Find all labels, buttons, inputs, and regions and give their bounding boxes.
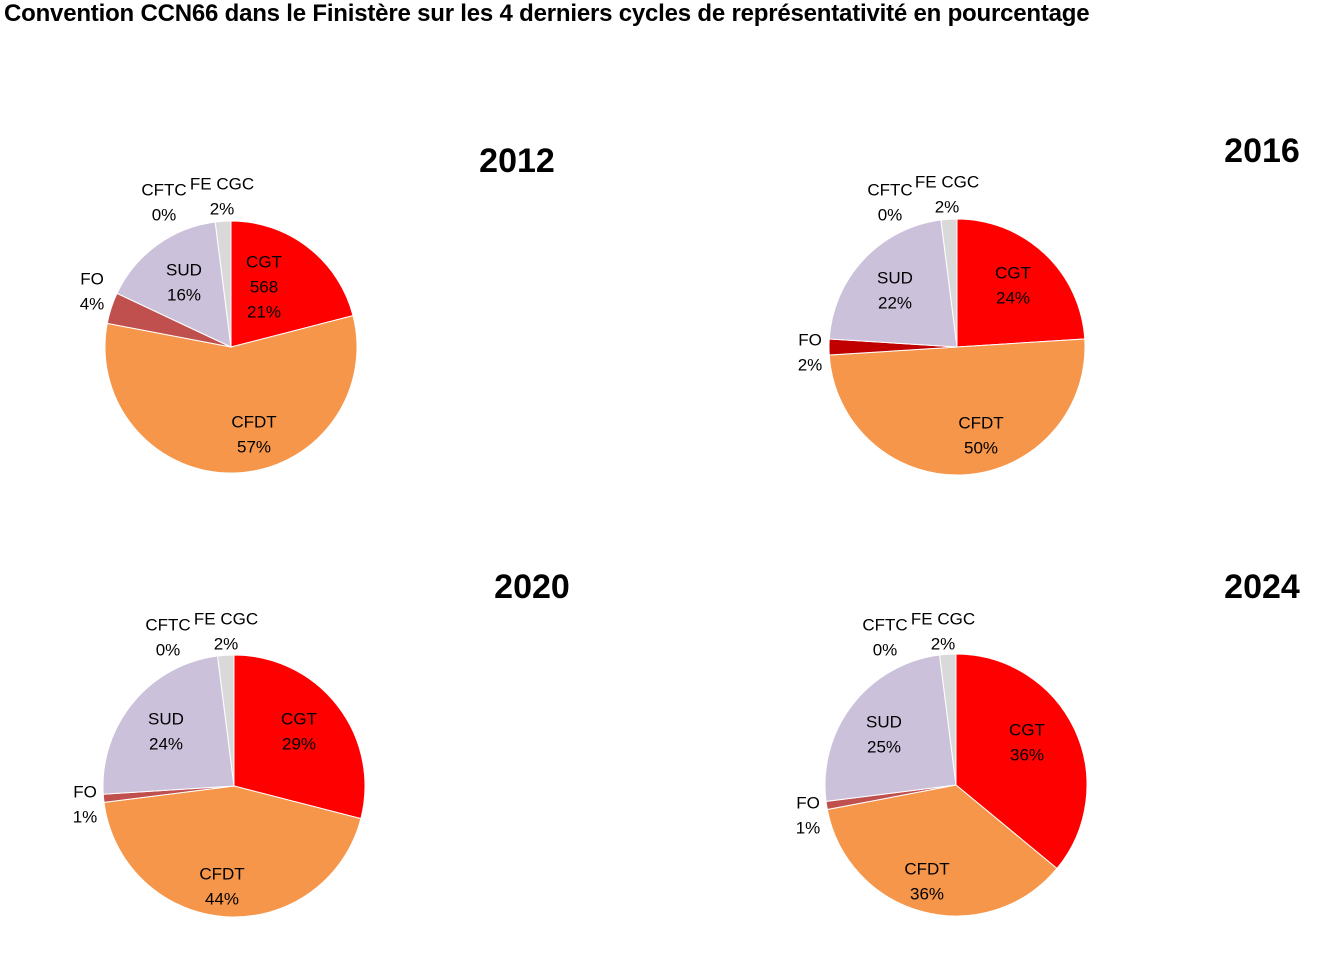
data-label-sud-2020: SUD: [148, 710, 184, 729]
slice-cfdt-2020: [103, 785, 362, 918]
slice-cfdt-2024: [826, 784, 1058, 917]
data-label-cftc-2020: 0%: [156, 641, 181, 660]
slice-cgt-2016: [956, 218, 1086, 348]
data-label-cgt-2016: CGT: [995, 264, 1031, 283]
data-label-cgt-2020: 29%: [282, 735, 316, 754]
slice-sud-2012: [116, 221, 232, 348]
data-label-cgt-2020: CGT: [281, 710, 317, 729]
data-label-cftc-2024: CFTC: [862, 616, 907, 635]
data-label-fo-2012: FO: [80, 270, 104, 289]
data-label-cfdt-2012: CFDT: [231, 413, 276, 432]
data-label-cftc-2016: 0%: [878, 206, 903, 225]
data-label-fo-2020: FO: [73, 783, 97, 802]
data-label-cftc-2024: 0%: [873, 641, 898, 660]
data-label-cftc-2016: CFTC: [867, 181, 912, 200]
slice-cfdt-2016: [828, 338, 1086, 476]
chart-title-2016: 2016: [1224, 132, 1300, 170]
data-label-cfdt-2016: CFDT: [958, 414, 1003, 433]
data-label-cfdt-2016: 50%: [964, 439, 998, 458]
slice-sud-2020: [102, 655, 235, 795]
data-label-sud-2016: 22%: [878, 294, 912, 313]
slice-sud-2016: [828, 219, 958, 348]
data-label-sud-2024: SUD: [866, 713, 902, 732]
chart-title-2020: 2020: [494, 568, 570, 606]
data-label-fe-cgc-2024: 2%: [931, 635, 956, 654]
data-label-fo-2016: FO: [798, 331, 822, 350]
pie-chart-2016: CGT 24% CFDT 50% FO 2% SUD 22% CFTC 0% FE CGC 2% 201…: [798, 132, 1300, 476]
page-title: Convention CCN66 dans le Finistère sur l…: [4, 0, 1090, 27]
slice-cfdt-2012: [104, 315, 358, 474]
data-label-cfdt-2020: 44%: [205, 890, 239, 909]
data-label-cftc-2012: CFTC: [141, 181, 186, 200]
chart-title-2012: 2012: [479, 142, 555, 180]
data-label-fo-2020: 1%: [73, 808, 98, 827]
slice-sud-2024: [824, 654, 957, 802]
data-label-fo-2012: 4%: [80, 295, 105, 314]
data-label-fe-cgc-2020: 2%: [214, 635, 239, 654]
data-label-cfdt-2020: CFDT: [199, 865, 244, 884]
data-label-cgt-2024: 36%: [1010, 746, 1044, 765]
slice-fe-cgc-2024: [939, 653, 957, 786]
data-label-sud-2024: 25%: [867, 738, 901, 757]
data-label-cfdt-2024: 36%: [910, 885, 944, 904]
data-label-fe-cgc-2024: FE CGC: [911, 610, 975, 629]
data-label-sud-2012: SUD: [166, 261, 202, 280]
data-label-cgt-2016: 24%: [996, 289, 1030, 308]
data-label-cgt-2024: CGT: [1009, 721, 1045, 740]
slice-fe-cgc-2020: [217, 654, 235, 787]
data-label-fo-2016: 2%: [798, 356, 823, 375]
slice-cgt-2020: [233, 654, 366, 820]
pie-chart-2012: CGT 568 21% CFDT 57% FO 4% SUD 16% CFTC 0% FE CGC 2%…: [80, 142, 555, 474]
data-label-cgt-2012: 21%: [247, 303, 281, 322]
data-label-sud-2016: SUD: [877, 269, 913, 288]
pie-chart-2020: CGT 29% CFDT 44% FO 1% SUD 24% CFTC 0% FE CGC 2% 202…: [73, 568, 570, 918]
slice-cgt-2012: [230, 220, 354, 348]
data-label-fo-2024: 1%: [796, 819, 821, 838]
data-label-fe-cgc-2012: FE CGC: [190, 175, 254, 194]
data-label-cfdt-2012: 57%: [237, 438, 271, 457]
data-label-cftc-2012: 0%: [152, 206, 177, 225]
pie-chart-2024: CGT 36% CFDT 36% FO 1% SUD 25% CFTC 0% FE CGC 2% 202…: [796, 568, 1300, 917]
data-label-cftc-2020: CFTC: [145, 616, 190, 635]
slice-fe-cgc-2012: [214, 220, 232, 348]
data-label-sud-2020: 24%: [149, 735, 183, 754]
data-label-cgt-2012: CGT: [246, 253, 282, 272]
data-label-cfdt-2024: CFDT: [904, 860, 949, 879]
data-label-fe-cgc-2020: FE CGC: [194, 610, 258, 629]
data-label-fe-cgc-2012: 2%: [210, 200, 235, 219]
data-label-cgt-2012: 568: [250, 278, 278, 297]
data-label-sud-2012: 16%: [167, 286, 201, 305]
data-label-fe-cgc-2016: 2%: [935, 198, 960, 217]
slice-cgt-2024: [955, 653, 1088, 870]
chart-title-2024: 2024: [1224, 568, 1300, 606]
data-label-fo-2024: FO: [796, 794, 820, 813]
slice-fe-cgc-2016: [940, 218, 958, 348]
data-label-fe-cgc-2016: FE CGC: [915, 173, 979, 192]
